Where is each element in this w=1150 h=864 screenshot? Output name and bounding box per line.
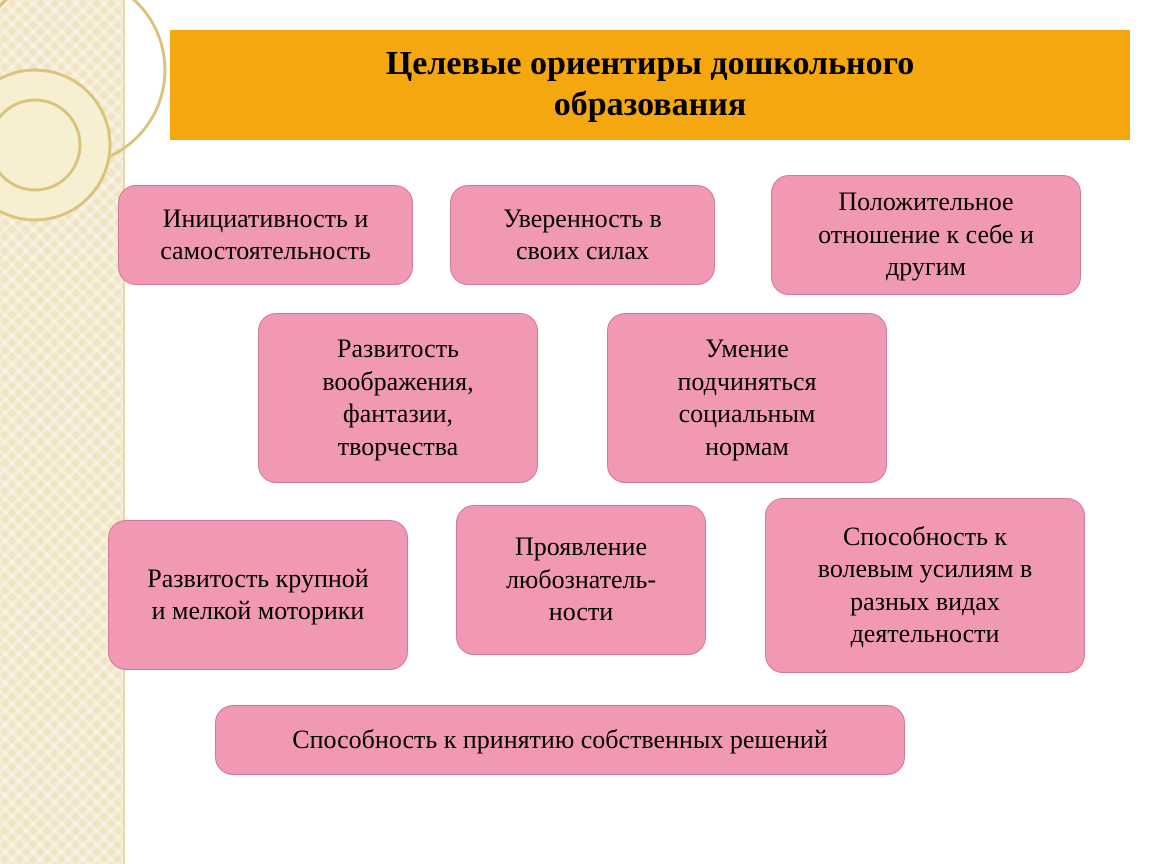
- infographic-box: Умение подчиняться социальным нормам: [607, 313, 887, 483]
- infographic-box: Способность к волевым усилиям в разных в…: [765, 498, 1085, 673]
- infographic-box-label: Уверенность в своих силах: [503, 203, 662, 268]
- decor-strip: [0, 0, 125, 864]
- title-text: Целевые ориентиры дошкольного образовани…: [386, 44, 914, 126]
- infographic-box-label: Умение подчиняться социальным нормам: [678, 333, 817, 463]
- infographic-box: Развитость крупной и мелкой моторики: [108, 520, 408, 670]
- infographic-box: Способность к принятию собственных решен…: [215, 705, 905, 775]
- infographic-box-label: Положительное отношение к себе и другим: [818, 186, 1034, 284]
- infographic-box-label: Развитость воображения, фантазии, творче…: [322, 333, 473, 463]
- infographic-box-label: Способность к принятию собственных решен…: [292, 724, 828, 757]
- infographic-box-label: Инициативность и самостоятельность: [160, 203, 371, 268]
- infographic-box: Проявление любознатель- ности: [456, 505, 706, 655]
- infographic-box: Инициативность и самостоятельность: [118, 185, 413, 285]
- infographic-box-label: Проявление любознатель- ности: [506, 531, 656, 629]
- infographic-box: Развитость воображения, фантазии, творче…: [258, 313, 538, 483]
- title-bar: Целевые ориентиры дошкольного образовани…: [170, 30, 1130, 140]
- infographic-box: Уверенность в своих силах: [450, 185, 715, 285]
- infographic-box: Положительное отношение к себе и другим: [771, 175, 1081, 295]
- infographic-box-label: Развитость крупной и мелкой моторики: [147, 563, 368, 628]
- infographic-box-label: Способность к волевым усилиям в разных в…: [818, 521, 1033, 651]
